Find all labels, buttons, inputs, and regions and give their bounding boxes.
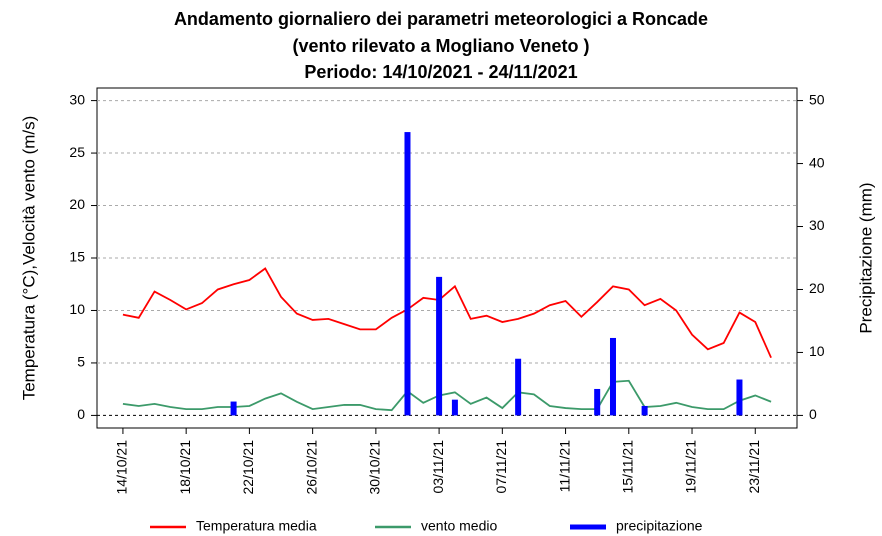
legend-label: vento medio	[421, 518, 497, 534]
y2-axis-label: Precipitazione (mm)	[856, 182, 875, 333]
x-tick-label: 19/11/21	[683, 440, 699, 494]
x-tick-label: 23/11/21	[746, 440, 762, 494]
y-tick-label: 30	[69, 91, 85, 107]
y2-tick-label: 50	[809, 91, 825, 107]
bar	[515, 358, 522, 416]
bar	[436, 276, 443, 416]
legend-label: precipitazione	[616, 518, 703, 534]
x-tick-label: 22/10/21	[240, 440, 256, 495]
line-1	[122, 379, 772, 412]
bar	[736, 379, 743, 416]
y-tick-label: 10	[69, 301, 85, 317]
y2-tick-label: 20	[809, 280, 825, 296]
y2-tick-label: 0	[809, 406, 817, 422]
y2-tick-label: 30	[809, 217, 825, 233]
bar	[404, 132, 411, 416]
y2-tick-label: 40	[809, 154, 825, 170]
x-tick-label: 11/11/21	[556, 440, 572, 493]
chart-title: Andamento giornaliero dei parametri mete…	[174, 9, 708, 29]
legend-label: Temperatura media	[196, 518, 317, 534]
chart-period: Periodo: 14/10/2021 - 24/11/2021	[304, 62, 577, 82]
bar	[641, 405, 648, 416]
bar	[230, 401, 237, 416]
y-tick-label: 20	[69, 196, 85, 212]
bar	[594, 388, 601, 416]
x-tick-label: 26/10/21	[303, 440, 319, 495]
x-tick-label: 07/11/21	[493, 440, 509, 494]
y-tick-label: 5	[77, 354, 85, 370]
y-tick-label: 15	[69, 249, 85, 265]
bar	[609, 337, 616, 416]
x-tick-label: 15/11/21	[620, 440, 636, 494]
x-tick-label: 14/10/21	[114, 440, 130, 495]
y-tick-label: 0	[77, 406, 85, 422]
chart-subtitle: (vento rilevato a Mogliano Veneto )	[292, 36, 589, 56]
bar	[451, 399, 458, 416]
y2-tick-label: 10	[809, 343, 825, 359]
x-tick-label: 03/11/21	[430, 440, 446, 494]
x-tick-label: 18/10/21	[177, 440, 193, 495]
x-tick-label: 30/10/21	[367, 440, 383, 495]
line-0	[122, 267, 772, 359]
y-tick-label: 25	[69, 144, 85, 160]
y-axis-label: Temperatura (°C),Velocità vento (m/s)	[19, 116, 38, 401]
